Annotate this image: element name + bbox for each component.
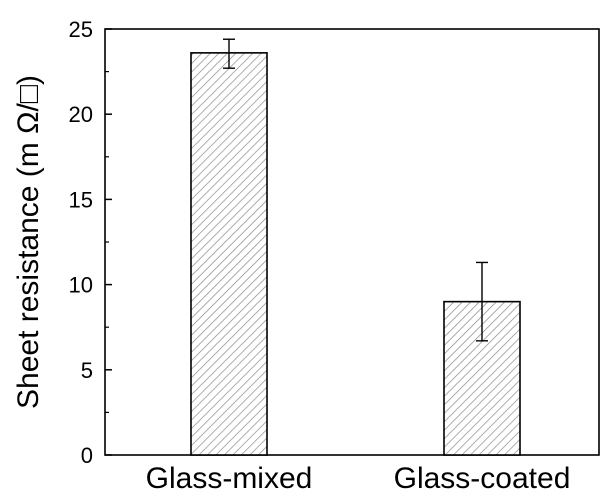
bars [190, 52, 521, 456]
x-axis-labels: Glass-mixed Glass-coated [146, 462, 571, 495]
y-tick-label: 0 [81, 443, 93, 468]
y-axis-title: Sheet resistance (m Ω/□) [12, 75, 45, 409]
plot-frame [104, 28, 600, 456]
x-category-label: Glass-mixed [146, 462, 313, 495]
x-category-label: Glass-coated [394, 462, 571, 495]
y-tick-label: 5 [81, 358, 93, 383]
bar-glass-mixed [190, 52, 268, 456]
y-axis: 0 5 10 15 20 25 [69, 17, 112, 468]
error-bars [223, 38, 488, 342]
y-tick-label: 25 [69, 17, 93, 42]
y-tick-label: 20 [69, 102, 93, 127]
y-tick-label: 10 [69, 273, 93, 298]
y-tick-label: 15 [69, 187, 93, 212]
